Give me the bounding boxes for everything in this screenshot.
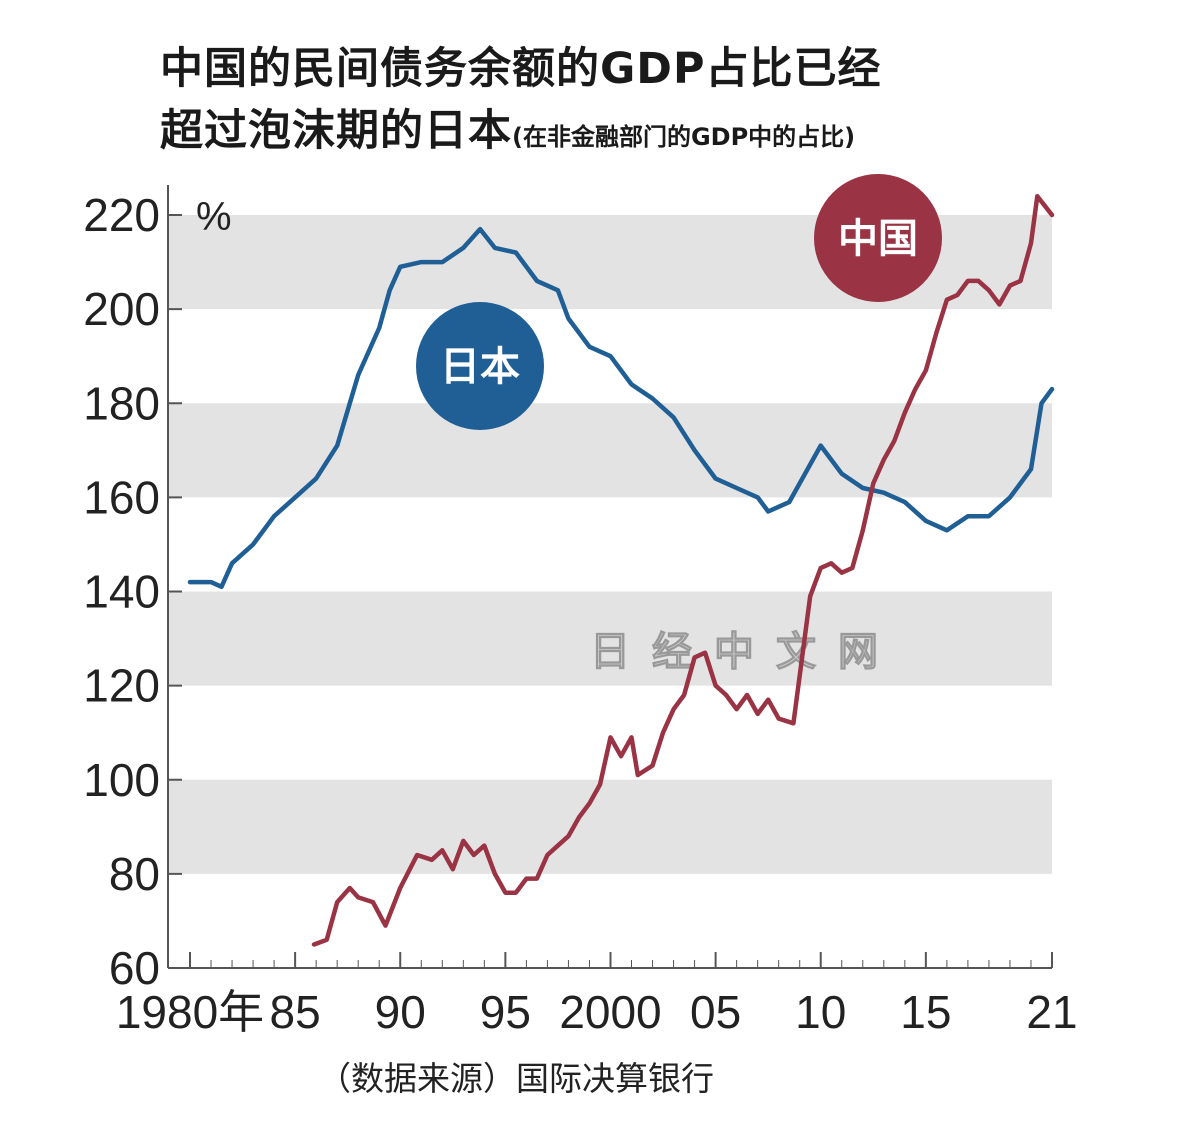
y-tick-label: 180 — [83, 377, 160, 429]
y-tick-label: 80 — [109, 848, 160, 900]
series-badge-1 — [814, 174, 942, 302]
watermark-text: 日经中文网 — [590, 629, 900, 675]
grid-bands — [168, 215, 1052, 874]
chart-subtitle: (在非金融部门的GDP中的占比) — [512, 123, 856, 151]
axes: 60 80 100 120 140 160 180 200 220 % 1980年 85 90 95 200… — [83, 185, 1078, 1038]
series-lines — [187, 193, 1055, 947]
y-unit-label: % — [196, 195, 232, 239]
x-tick-label: 21 — [1026, 986, 1077, 1038]
series-label-0: 日本 — [440, 344, 520, 390]
series-line-1 — [311, 193, 1055, 947]
x-tick-label: 95 — [480, 986, 531, 1038]
grid-band — [168, 403, 1052, 498]
chart-title-main: 超过泡沫期的日本 — [160, 106, 512, 156]
x-tick-label: 05 — [690, 986, 741, 1038]
chart-title-line1: 中国的民间债务余额的GDP占比已经 — [160, 44, 882, 94]
x-tick-label: 90 — [375, 986, 426, 1038]
series-badge-0 — [416, 302, 544, 430]
y-tick-label: 160 — [83, 471, 160, 523]
source-note: （数据来源）国际决算银行 — [318, 1059, 714, 1098]
y-tick-label: 60 — [109, 942, 160, 994]
x-tick-label: 85 — [270, 986, 321, 1038]
series-labels: 日本 中国 — [416, 174, 942, 430]
x-tick-label: 2000 — [559, 986, 661, 1038]
watermark: 日经中文网 — [590, 628, 900, 675]
series-label-1: 中国 — [838, 216, 918, 262]
y-tick-label: 220 — [83, 189, 160, 241]
x-tick-label: 1980年 — [116, 986, 264, 1038]
grid-band — [168, 591, 1052, 686]
y-tick-label: 100 — [83, 754, 160, 806]
chart-title-line2: 超过泡沫期的日本(在非金融部门的GDP中的占比) — [160, 96, 855, 158]
series-line-0 — [187, 226, 1055, 590]
x-tick-label: 10 — [795, 986, 846, 1038]
x-tick-label: 15 — [900, 986, 951, 1038]
y-tick-label: 200 — [83, 283, 160, 335]
y-tick-label: 120 — [83, 660, 160, 712]
grid-band — [168, 779, 1052, 874]
y-tick-label: 140 — [83, 566, 160, 618]
